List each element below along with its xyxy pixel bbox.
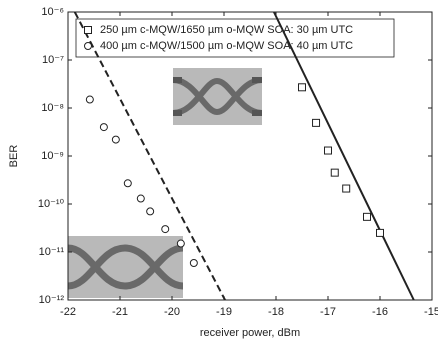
- legend-marker: [85, 27, 92, 34]
- marker: [343, 185, 350, 192]
- x-tick-label: -22: [60, 306, 76, 318]
- marker: [177, 240, 184, 247]
- marker: [162, 226, 169, 233]
- x-tick-label: -17: [320, 306, 336, 318]
- marker: [147, 208, 154, 215]
- marker: [137, 195, 144, 202]
- marker: [377, 229, 384, 236]
- marker: [299, 84, 306, 91]
- y-tick-label: 10⁻¹⁰: [38, 198, 65, 210]
- chart: receiver power, dBm BER -22 -21 -20 -19 -18 -…: [0, 0, 438, 343]
- y-tick-label: 10⁻⁶: [41, 6, 64, 18]
- x-tick-label: -15: [424, 306, 438, 318]
- x-tick-label: -16: [372, 306, 388, 318]
- eye-diagram: [173, 68, 262, 125]
- marker: [325, 147, 332, 154]
- marker: [364, 213, 371, 220]
- y-axis-label: BER: [8, 145, 20, 168]
- y-tick-label: 10⁻⁹: [41, 150, 64, 162]
- legend-label: 250 µm c-MQW/1650 µm o-MQW SOA: 30 µm UT…: [100, 24, 353, 36]
- y-tick-label: 10⁻⁸: [41, 102, 64, 114]
- x-tick-label: -18: [268, 306, 284, 318]
- x-tick-label: -19: [216, 306, 232, 318]
- eye-diagram: [68, 236, 183, 298]
- marker: [100, 124, 107, 131]
- x-tick-label: -20: [164, 306, 180, 318]
- marker: [124, 180, 131, 187]
- y-tick-label: 10⁻¹²: [39, 294, 65, 306]
- marker: [112, 136, 119, 143]
- y-tick-label: 10⁻¹¹: [39, 246, 65, 258]
- marker: [190, 259, 197, 266]
- x-axis-label: receiver power, dBm: [200, 327, 300, 339]
- marker: [313, 119, 320, 126]
- y-tick-label: 10⁻⁷: [42, 54, 64, 66]
- marker: [331, 169, 338, 176]
- marker: [86, 96, 93, 103]
- x-tick-label: -21: [112, 306, 128, 318]
- legend-marker: [85, 43, 92, 50]
- legend-label: 400 µm c-MQW/1500 µm o-MQW SOA: 40 µm UT…: [100, 40, 353, 52]
